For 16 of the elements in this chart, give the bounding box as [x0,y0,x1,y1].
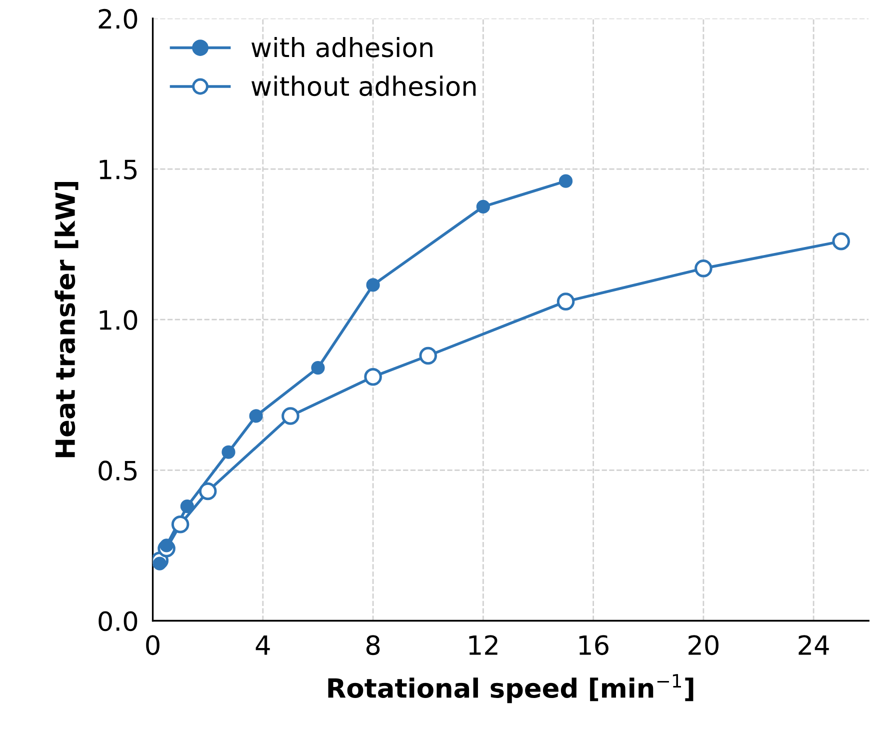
legend-label: with adhesion [252,36,432,58]
x-tick-label: 0 [146,635,160,656]
x-tick-label: 12 [469,635,498,655]
y-tick-label: 0.5 [98,460,137,481]
y-tick-label: 1.5 [100,160,137,180]
x-tick-label: 16 [579,635,608,656]
x-tick-label: 24 [798,635,829,655]
x-tick-label: 8 [366,635,380,656]
y-tick-label: 2.0 [98,8,138,29]
legend-label: without adhesion [252,76,476,96]
y-axis-title: Heat transfer [kW] [54,182,78,458]
y-tick-label: 0.0 [98,611,138,632]
y-tick-label: 1.0 [100,310,138,330]
x-tick-label: 20 [688,635,718,656]
x-axis-title: Rotational speed [min$^{−1}$] [328,674,694,704]
x-tick-label: 4 [256,635,270,655]
